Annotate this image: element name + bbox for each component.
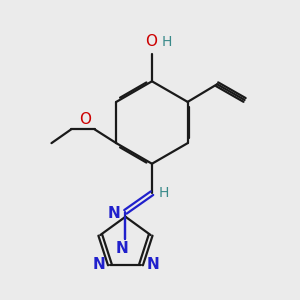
Text: H: H [159,186,169,200]
Text: O: O [145,34,157,49]
Text: N: N [147,257,160,272]
Text: O: O [79,112,91,128]
Text: H: H [162,35,172,49]
Text: N: N [108,206,121,221]
Text: N: N [115,241,128,256]
Text: N: N [92,257,105,272]
